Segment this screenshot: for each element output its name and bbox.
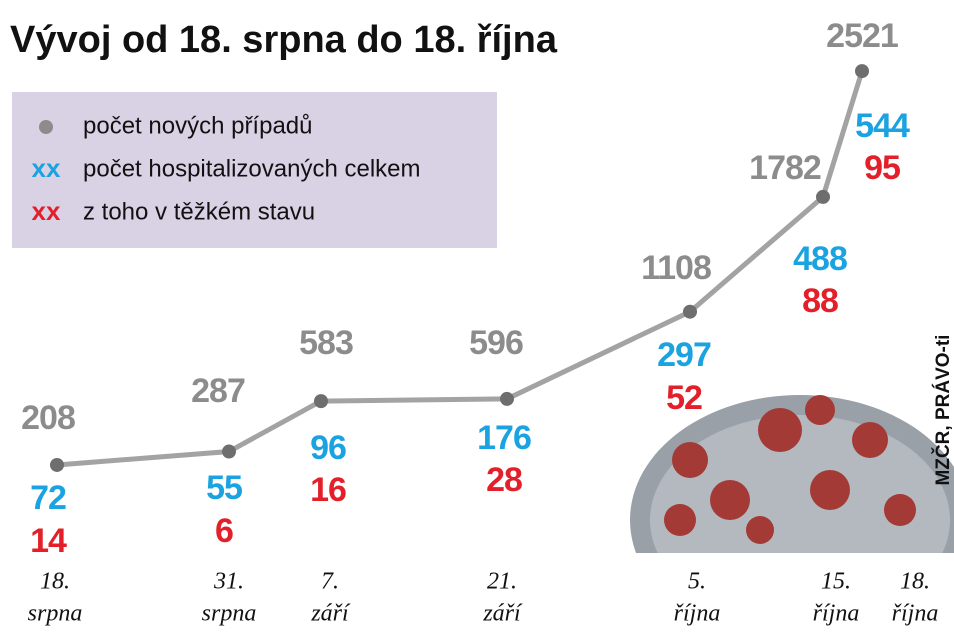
virus-image bbox=[630, 395, 954, 633]
value-label: 297 bbox=[657, 336, 711, 374]
value-label: 208 bbox=[21, 399, 75, 437]
x-tick-label: 18. bbox=[900, 569, 930, 595]
point bbox=[222, 445, 236, 459]
value-label: 96 bbox=[310, 429, 346, 467]
point bbox=[816, 190, 830, 204]
legend-label: počet hospitalizovaných celkem bbox=[83, 155, 421, 182]
x-tick-label: října bbox=[674, 601, 721, 627]
value-label: 28 bbox=[486, 461, 522, 499]
x-tick-label: října bbox=[813, 601, 860, 627]
point bbox=[683, 305, 697, 319]
value-label: 14 bbox=[30, 522, 67, 560]
point bbox=[50, 458, 64, 472]
x-tick-label: září bbox=[482, 601, 523, 627]
value-label: 583 bbox=[299, 324, 353, 362]
chart-title: Vývoj od 18. srpna do 18. října bbox=[10, 19, 558, 61]
legend-marker: xx bbox=[32, 196, 61, 226]
value-label: 1782 bbox=[749, 149, 821, 187]
x-tick-label: 5. bbox=[688, 569, 706, 595]
value-label: 596 bbox=[469, 324, 523, 362]
value-label: 544 bbox=[855, 107, 910, 145]
x-tick-label: 21. bbox=[487, 569, 517, 595]
legend-marker: xx bbox=[32, 153, 61, 183]
point bbox=[314, 394, 328, 408]
value-label: 88 bbox=[802, 282, 838, 320]
point bbox=[500, 392, 514, 406]
legend-label: počet nových případů bbox=[83, 112, 313, 139]
x-tick-label: 18. bbox=[40, 569, 70, 595]
x-tick-label: 15. bbox=[821, 569, 851, 595]
x-tick-label: srpna bbox=[28, 601, 83, 627]
value-label: 52 bbox=[666, 379, 702, 417]
x-tick-label: září bbox=[310, 601, 351, 627]
legend-marker bbox=[39, 120, 53, 134]
value-label: 55 bbox=[206, 469, 242, 507]
point bbox=[855, 64, 869, 78]
value-label: 16 bbox=[310, 471, 346, 509]
value-label: 287 bbox=[191, 372, 245, 410]
value-label: 2521 bbox=[826, 17, 898, 55]
value-label: 6 bbox=[215, 512, 233, 550]
x-tick-label: srpna bbox=[202, 601, 257, 627]
value-label: 176 bbox=[477, 419, 531, 457]
x-tick-label: října bbox=[892, 601, 939, 627]
x-tick-label: 7. bbox=[321, 569, 339, 595]
source: MZČR, PRÁVO-ti bbox=[932, 335, 954, 486]
value-label: 488 bbox=[793, 240, 847, 278]
chart: Vývoj od 18. srpna do 18. října MZČR, PR… bbox=[0, 0, 954, 633]
value-label: 95 bbox=[864, 149, 900, 187]
value-label: 1108 bbox=[641, 249, 711, 287]
value-label: 72 bbox=[30, 479, 66, 517]
x-tick-label: 31. bbox=[213, 569, 244, 595]
legend-label: z toho v těžkém stavu bbox=[83, 198, 315, 225]
